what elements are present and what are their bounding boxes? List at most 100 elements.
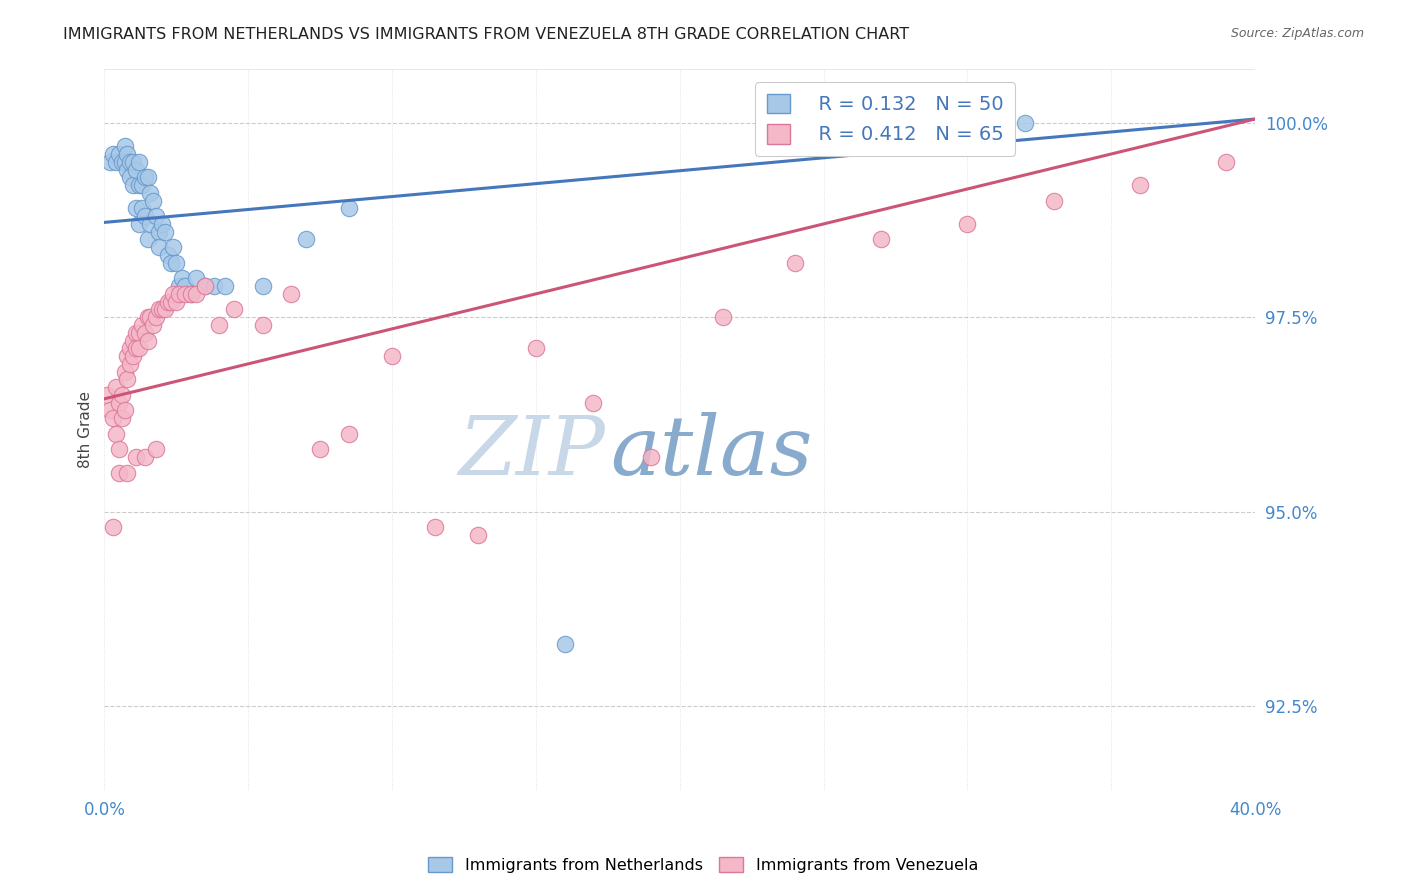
Point <box>582 395 605 409</box>
Point <box>1014 116 1036 130</box>
Point <box>214 279 236 293</box>
Point <box>145 442 167 457</box>
Point <box>134 209 156 223</box>
Point <box>1042 194 1064 208</box>
Point <box>139 186 162 200</box>
Point <box>1129 178 1152 193</box>
Point <box>554 637 576 651</box>
Point <box>294 232 316 246</box>
Point <box>640 450 662 464</box>
Point <box>467 528 489 542</box>
Point <box>142 194 165 208</box>
Point <box>125 202 148 216</box>
Point <box>117 162 139 177</box>
Point <box>128 154 150 169</box>
Point <box>165 256 187 270</box>
Point <box>111 154 134 169</box>
Point <box>120 341 142 355</box>
Point <box>120 357 142 371</box>
Point <box>797 116 820 130</box>
Point <box>337 202 360 216</box>
Point <box>186 286 208 301</box>
Point <box>131 202 153 216</box>
Point <box>162 286 184 301</box>
Point <box>208 318 231 332</box>
Point <box>783 256 806 270</box>
Point <box>136 334 159 348</box>
Point <box>139 217 162 231</box>
Point <box>114 154 136 169</box>
Point <box>117 372 139 386</box>
Point <box>425 520 447 534</box>
Point <box>107 147 129 161</box>
Point <box>150 302 173 317</box>
Point <box>128 341 150 355</box>
Point <box>148 225 170 239</box>
Point <box>125 326 148 340</box>
Point <box>180 286 202 301</box>
Point <box>117 147 139 161</box>
Point <box>145 209 167 223</box>
Point <box>96 388 118 402</box>
Point <box>107 442 129 457</box>
Point <box>174 279 197 293</box>
Point <box>104 426 127 441</box>
Point <box>167 279 190 293</box>
Point <box>153 225 176 239</box>
Point <box>134 450 156 464</box>
Point <box>98 403 121 417</box>
Point <box>280 286 302 301</box>
Point <box>114 403 136 417</box>
Point <box>162 240 184 254</box>
Point <box>194 279 217 293</box>
Point <box>117 349 139 363</box>
Y-axis label: 8th Grade: 8th Grade <box>79 392 93 468</box>
Point <box>159 256 181 270</box>
Point <box>870 232 893 246</box>
Legend: Immigrants from Netherlands, Immigrants from Venezuela: Immigrants from Netherlands, Immigrants … <box>422 851 984 880</box>
Point <box>136 170 159 185</box>
Point <box>180 286 202 301</box>
Point <box>131 318 153 332</box>
Point <box>524 341 547 355</box>
Point <box>711 310 734 325</box>
Point <box>156 248 179 262</box>
Point <box>122 334 145 348</box>
Point <box>98 154 121 169</box>
Point <box>174 286 197 301</box>
Point <box>170 271 193 285</box>
Point <box>194 279 217 293</box>
Point <box>1215 154 1237 169</box>
Point <box>222 302 245 317</box>
Point <box>145 310 167 325</box>
Point <box>117 466 139 480</box>
Point <box>107 466 129 480</box>
Point <box>101 520 124 534</box>
Point <box>337 426 360 441</box>
Point <box>101 411 124 425</box>
Point <box>252 318 274 332</box>
Point <box>167 286 190 301</box>
Point <box>156 294 179 309</box>
Point <box>165 294 187 309</box>
Point <box>111 411 134 425</box>
Text: ZIP: ZIP <box>458 411 605 491</box>
Point <box>120 154 142 169</box>
Point <box>104 154 127 169</box>
Point <box>111 388 134 402</box>
Point <box>114 139 136 153</box>
Point <box>153 302 176 317</box>
Point <box>125 341 148 355</box>
Text: IMMIGRANTS FROM NETHERLANDS VS IMMIGRANTS FROM VENEZUELA 8TH GRADE CORRELATION C: IMMIGRANTS FROM NETHERLANDS VS IMMIGRANT… <box>63 27 910 42</box>
Text: Source: ZipAtlas.com: Source: ZipAtlas.com <box>1230 27 1364 40</box>
Point <box>139 310 162 325</box>
Point <box>309 442 332 457</box>
Point <box>252 279 274 293</box>
Point <box>114 365 136 379</box>
Point <box>134 326 156 340</box>
Point <box>136 232 159 246</box>
Text: atlas: atlas <box>610 411 813 491</box>
Point <box>128 217 150 231</box>
Point <box>142 318 165 332</box>
Point <box>125 162 148 177</box>
